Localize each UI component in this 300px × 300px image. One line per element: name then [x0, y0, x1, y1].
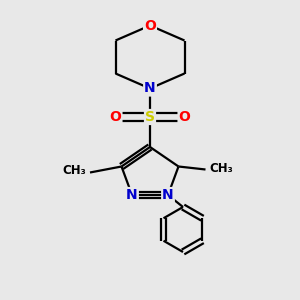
- Text: O: O: [178, 110, 190, 124]
- Text: N: N: [144, 82, 156, 95]
- Text: CH₃: CH₃: [209, 161, 233, 175]
- Text: CH₃: CH₃: [63, 164, 86, 178]
- Text: O: O: [144, 19, 156, 32]
- Text: O: O: [110, 110, 122, 124]
- Text: N: N: [126, 188, 138, 202]
- Text: S: S: [145, 110, 155, 124]
- Text: N: N: [162, 188, 174, 202]
